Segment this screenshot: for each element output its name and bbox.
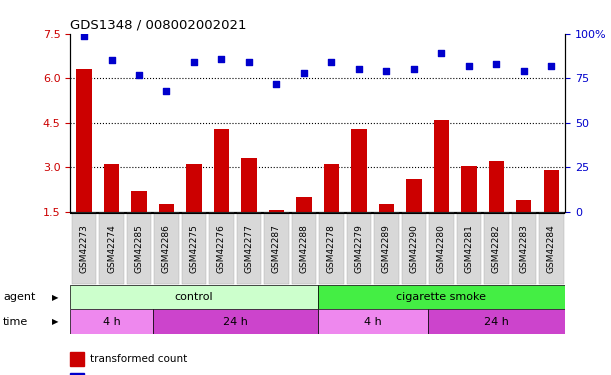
Bar xyxy=(104,164,119,256)
Bar xyxy=(489,161,504,256)
Text: transformed count: transformed count xyxy=(90,354,187,364)
Text: ▶: ▶ xyxy=(52,317,58,326)
Text: GSM42279: GSM42279 xyxy=(354,224,364,273)
Text: 24 h: 24 h xyxy=(223,316,247,327)
Bar xyxy=(214,129,229,256)
Text: GSM42286: GSM42286 xyxy=(162,224,171,273)
Text: time: time xyxy=(3,316,28,327)
Bar xyxy=(461,166,477,256)
Bar xyxy=(269,210,284,256)
Point xyxy=(161,88,171,94)
FancyBboxPatch shape xyxy=(456,213,481,284)
Point xyxy=(327,59,337,65)
Text: GSM42282: GSM42282 xyxy=(492,224,501,273)
Point xyxy=(409,66,419,72)
FancyBboxPatch shape xyxy=(154,213,179,284)
FancyBboxPatch shape xyxy=(264,213,289,284)
Text: GSM42283: GSM42283 xyxy=(519,224,529,273)
Point xyxy=(547,63,557,69)
FancyBboxPatch shape xyxy=(319,213,344,284)
Text: GSM42281: GSM42281 xyxy=(464,224,474,273)
Point xyxy=(217,56,227,62)
Text: 4 h: 4 h xyxy=(103,316,120,327)
Point xyxy=(519,68,529,74)
Text: GSM42276: GSM42276 xyxy=(217,224,226,273)
FancyBboxPatch shape xyxy=(209,213,234,284)
Bar xyxy=(186,164,202,256)
Text: GSM42285: GSM42285 xyxy=(134,224,144,273)
Text: GSM42287: GSM42287 xyxy=(272,224,281,273)
Bar xyxy=(131,191,147,256)
Bar xyxy=(406,179,422,256)
FancyBboxPatch shape xyxy=(181,213,207,284)
Text: GDS1348 / 008002002021: GDS1348 / 008002002021 xyxy=(70,18,247,31)
Bar xyxy=(296,197,312,256)
Point xyxy=(354,66,364,72)
Point xyxy=(272,81,282,87)
Point xyxy=(299,70,309,76)
Point xyxy=(464,63,474,69)
Text: ▶: ▶ xyxy=(52,292,58,302)
Point xyxy=(107,57,117,63)
Bar xyxy=(379,204,394,257)
FancyBboxPatch shape xyxy=(511,213,536,284)
Bar xyxy=(544,170,559,256)
Text: agent: agent xyxy=(3,292,35,302)
Bar xyxy=(434,120,449,256)
Text: 4 h: 4 h xyxy=(364,316,382,327)
Text: GSM42273: GSM42273 xyxy=(79,224,89,273)
Text: GSM42289: GSM42289 xyxy=(382,224,391,273)
FancyBboxPatch shape xyxy=(70,309,153,334)
Bar xyxy=(241,159,257,256)
FancyBboxPatch shape xyxy=(429,213,454,284)
FancyBboxPatch shape xyxy=(539,213,564,284)
FancyBboxPatch shape xyxy=(70,285,318,309)
Point xyxy=(244,59,254,65)
Point xyxy=(492,61,502,67)
FancyBboxPatch shape xyxy=(484,213,509,284)
FancyBboxPatch shape xyxy=(318,285,565,309)
Bar xyxy=(159,204,174,257)
Bar xyxy=(324,164,339,256)
FancyBboxPatch shape xyxy=(236,213,262,284)
FancyBboxPatch shape xyxy=(71,213,97,284)
Text: GSM42275: GSM42275 xyxy=(189,224,199,273)
Text: GSM42280: GSM42280 xyxy=(437,224,446,273)
Point xyxy=(134,72,144,78)
Bar xyxy=(351,129,367,256)
Text: GSM42290: GSM42290 xyxy=(409,224,419,273)
FancyBboxPatch shape xyxy=(126,213,152,284)
Text: GSM42288: GSM42288 xyxy=(299,224,309,273)
Text: control: control xyxy=(175,292,213,302)
Bar xyxy=(76,69,92,256)
FancyBboxPatch shape xyxy=(346,213,371,284)
FancyBboxPatch shape xyxy=(291,213,316,284)
FancyBboxPatch shape xyxy=(401,213,426,284)
FancyBboxPatch shape xyxy=(428,309,565,334)
Point xyxy=(189,59,199,65)
Text: GSM42274: GSM42274 xyxy=(107,224,116,273)
FancyBboxPatch shape xyxy=(318,309,428,334)
Bar xyxy=(516,200,532,256)
Text: GSM42278: GSM42278 xyxy=(327,224,336,273)
Text: 24 h: 24 h xyxy=(484,316,509,327)
FancyBboxPatch shape xyxy=(374,213,399,284)
Text: cigarette smoke: cigarette smoke xyxy=(397,292,486,302)
FancyBboxPatch shape xyxy=(153,309,318,334)
Text: GSM42277: GSM42277 xyxy=(244,224,254,273)
Point xyxy=(381,68,392,74)
Text: GSM42284: GSM42284 xyxy=(547,224,556,273)
Point xyxy=(437,50,447,56)
Point xyxy=(79,33,89,39)
FancyBboxPatch shape xyxy=(99,213,124,284)
